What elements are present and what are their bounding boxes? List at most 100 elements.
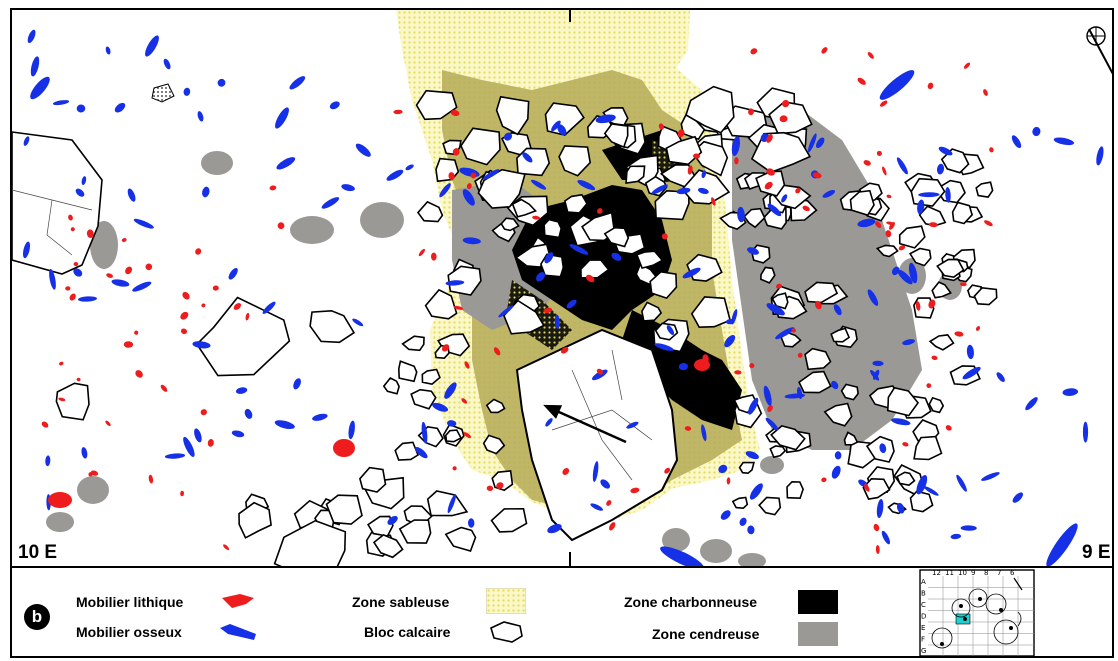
bone-item	[554, 314, 560, 329]
bone-item	[183, 87, 191, 96]
bone-item	[1025, 397, 1038, 411]
limestone-block	[372, 533, 404, 559]
limestone-block	[415, 89, 458, 121]
lithic-item	[212, 285, 219, 291]
bone-item	[503, 132, 513, 141]
limestone-block	[460, 127, 501, 166]
bone-item	[445, 280, 465, 286]
limestone-block	[516, 147, 551, 177]
lithic-item	[766, 134, 773, 143]
legend-label-bone: Mobilier osseux	[76, 624, 182, 640]
bone-item	[545, 418, 553, 427]
limestone-block	[840, 383, 859, 401]
limestone-block	[55, 382, 90, 421]
bone-item	[405, 164, 414, 171]
sand-swatch-icon	[486, 588, 526, 614]
bone-item	[697, 187, 709, 194]
lithic-item	[145, 263, 153, 271]
limestone-block	[830, 327, 851, 343]
lithic-item	[452, 466, 457, 471]
sector-label-10e: 10 E	[18, 542, 58, 563]
limestone-block	[238, 501, 272, 539]
bone-item	[718, 464, 728, 474]
lithic-item	[560, 347, 569, 354]
bone-item	[387, 515, 398, 525]
lithic-item	[857, 77, 866, 85]
key-column-label: 12	[932, 569, 941, 577]
lithic-item	[814, 300, 822, 310]
limestone-block	[665, 135, 703, 166]
bone-item	[1053, 137, 1075, 146]
bone-item	[891, 266, 900, 276]
bone-item	[626, 421, 639, 429]
lithic-items	[41, 47, 994, 554]
bone-item	[945, 187, 951, 203]
lithic-item	[148, 474, 154, 484]
lithic-item	[954, 331, 964, 337]
limestone-block	[603, 226, 630, 248]
limestone-block	[382, 376, 400, 395]
legend-label-ash: Zone cendreuse	[652, 626, 760, 642]
bone-item	[701, 170, 707, 179]
bone-item	[666, 325, 675, 336]
bone-item	[76, 104, 86, 113]
limestone-block	[951, 201, 973, 225]
limestone-block	[421, 368, 441, 385]
limestone-blocks	[55, 85, 998, 566]
limestone-block	[886, 386, 920, 417]
limestone-block	[686, 253, 723, 282]
key-column-label: 9	[971, 569, 975, 577]
limestone-block	[798, 370, 832, 394]
lithic-item	[333, 439, 355, 457]
bone-item	[482, 169, 500, 180]
bone-item	[192, 341, 211, 349]
bone-item	[577, 180, 596, 191]
lithic-item	[609, 522, 616, 531]
bone-item	[105, 46, 111, 55]
lithic-item	[88, 472, 93, 477]
lithic-item	[694, 359, 710, 371]
lithic-item	[886, 194, 892, 199]
limestone-block	[563, 193, 588, 214]
limestone-block	[502, 299, 545, 335]
lithic-item	[105, 420, 111, 426]
limestone-block	[635, 263, 658, 286]
lithic-item	[898, 245, 906, 251]
bone-item	[30, 56, 40, 77]
bone-item	[867, 289, 879, 306]
bone-item	[592, 369, 608, 381]
bone-item	[81, 176, 87, 186]
lithic-item	[58, 397, 66, 402]
lithic-item	[630, 487, 640, 494]
lithic-item	[76, 377, 81, 382]
bone-item	[981, 472, 1000, 481]
limestone-block	[635, 250, 664, 270]
lithic-item	[450, 109, 460, 117]
key-column-label: 10	[958, 569, 967, 577]
limestone-block	[649, 270, 678, 300]
limestone-block	[603, 123, 629, 149]
lithic-item	[779, 115, 788, 123]
lithic-item	[201, 303, 206, 308]
limestone-block	[804, 347, 832, 371]
limestone-block	[641, 301, 663, 322]
lithic-item	[875, 545, 880, 554]
bone-item	[938, 146, 953, 156]
lithic-item	[493, 347, 501, 356]
bone-item	[781, 194, 788, 203]
limestone-block	[760, 266, 776, 284]
bone-item	[908, 262, 918, 284]
bone-item	[595, 114, 616, 124]
bone-item	[352, 318, 364, 327]
north-arrow-icon	[1086, 26, 1112, 75]
bone-item	[432, 402, 449, 412]
lithic-item	[180, 311, 189, 320]
bone-item	[876, 498, 884, 519]
bone-item	[747, 247, 759, 255]
bone-item	[766, 303, 785, 316]
lithic-swatch-icon	[222, 594, 254, 608]
lithic-item	[200, 409, 207, 416]
lithic-item	[562, 468, 570, 475]
limestone-block	[309, 309, 356, 344]
lithic-item	[821, 477, 827, 483]
